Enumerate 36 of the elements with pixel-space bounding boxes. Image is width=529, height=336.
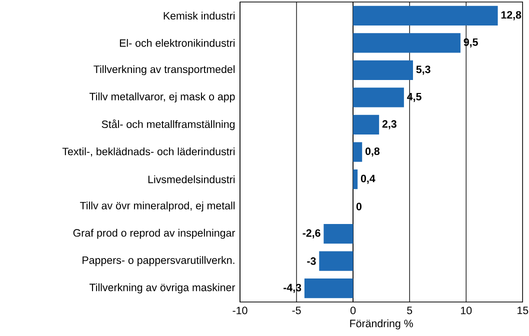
bar xyxy=(353,142,362,162)
x-axis-title: Förändring % xyxy=(350,319,413,330)
bar xyxy=(324,224,354,244)
bar xyxy=(353,114,380,135)
data-label: 5,3 xyxy=(416,66,430,75)
y-tick-label: El- och elektronikindustri xyxy=(120,38,235,47)
y-tick-label: Pappers- o pappersvarutillverkn. xyxy=(82,256,234,266)
data-label: 0,4 xyxy=(360,174,376,184)
y-tick-label: Tillv av övr mineralprod, ej metall xyxy=(80,202,235,212)
y-tick-label: Graf prod o reprod av inspelningar xyxy=(73,228,236,239)
y-tick-label: Textil-, beklädnads- och läderindustri xyxy=(62,147,235,157)
data-label: -3 xyxy=(307,257,316,265)
bar xyxy=(353,88,404,108)
data-label: 0,8 xyxy=(365,147,380,157)
bar xyxy=(304,278,354,298)
bar xyxy=(353,6,498,26)
bar xyxy=(353,169,358,190)
bar xyxy=(319,251,354,271)
x-tick-label: 5 xyxy=(407,306,412,314)
y-tick-label: Tillv metallvaror, ej mask o app xyxy=(89,92,235,102)
x-tick-label: -5 xyxy=(292,306,301,314)
y-tick-label: Kemisk industri xyxy=(164,12,235,20)
data-label: 0 xyxy=(356,202,362,210)
y-tick-label: Livsmedelsindustri xyxy=(148,175,235,184)
x-tick-label: 15 xyxy=(518,306,528,314)
y-tick-label: Stål- och metallframställning xyxy=(102,119,235,130)
bar xyxy=(353,60,413,80)
y-tick-label: Tillverkning av transportmedel xyxy=(94,65,235,76)
data-label: 2,3 xyxy=(382,120,396,130)
data-label: 12,8 xyxy=(501,11,522,20)
y-tick-label: Tillverkning av övriga maskiner xyxy=(89,283,236,294)
x-tick-label: -10 xyxy=(232,306,248,314)
x-tick-label: 10 xyxy=(461,306,472,314)
x-tick-label: 0 xyxy=(350,306,356,314)
bar xyxy=(353,33,460,53)
data-label: -2,6 xyxy=(302,229,320,238)
